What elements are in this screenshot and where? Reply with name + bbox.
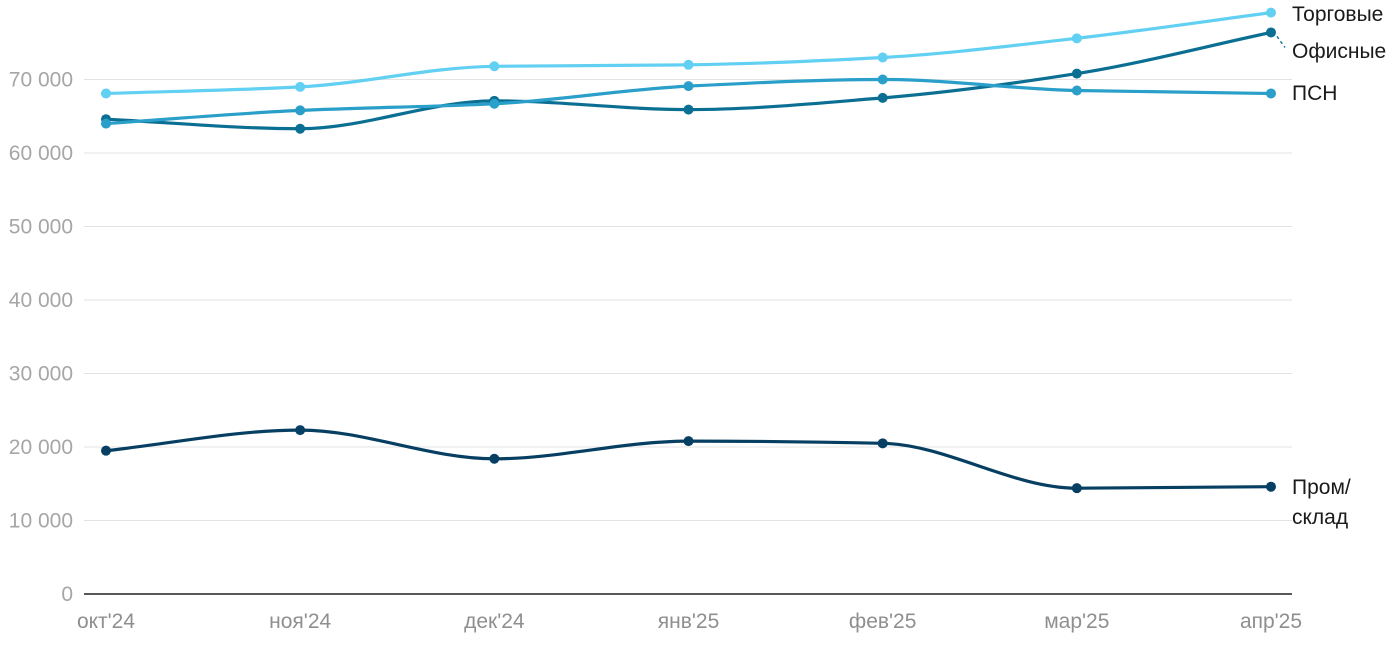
- series-label-line: ПСН: [1292, 82, 1337, 105]
- x-tick-label: ноя'24: [269, 610, 331, 633]
- data-point-prom: [1266, 481, 1276, 492]
- x-tick-label: окт'24: [77, 610, 135, 633]
- data-point-ofisnye: [295, 123, 306, 134]
- y-tick-label: 10 000: [9, 510, 73, 533]
- x-tick-label: дек'24: [464, 610, 525, 633]
- data-point-psn: [1266, 88, 1276, 99]
- y-tick-label: 40 000: [9, 289, 73, 312]
- y-tick-label: 70 000: [9, 69, 73, 92]
- data-point-torgovye: [101, 88, 111, 99]
- y-tick-label: 20 000: [9, 436, 73, 459]
- series-label-line: Пром/: [1292, 476, 1351, 499]
- data-point-torgovye: [877, 52, 888, 63]
- data-point-torgovye: [295, 81, 306, 92]
- y-tick-label: 0: [61, 583, 73, 606]
- series-label-prom: Пром/склад: [1292, 476, 1351, 529]
- y-axis-tick-labels: 0 10 000 20 000 30 000 40 000 50 000 60 000 70 …: [9, 69, 73, 607]
- series-label-torgovye: Торговые: [1292, 3, 1383, 26]
- series-labels: Торговые Офисные ПСН Пром/склад: [1276, 3, 1386, 529]
- data-point-psn: [101, 118, 111, 129]
- data-point-prom: [101, 445, 111, 456]
- x-tick-label: янв'25: [658, 610, 720, 633]
- data-point-prom: [489, 453, 500, 464]
- data-point-psn: [683, 81, 694, 92]
- x-axis-tick-labels: окт'24 ноя'24 дек'24 янв'25 фев'25 мар'25 апр'…: [77, 610, 1302, 633]
- y-tick-label: 50 000: [9, 216, 73, 239]
- grid-lines: [84, 79, 1292, 595]
- data-point-prom: [877, 438, 888, 449]
- series-label-ofisnye: Офисные: [1292, 40, 1386, 63]
- x-tick-label: фев'25: [849, 610, 916, 633]
- series-label-psn: ПСН: [1292, 82, 1337, 105]
- series-label-line: Офисные: [1292, 40, 1386, 63]
- series-label-line: Торговые: [1292, 3, 1383, 26]
- data-point-psn: [295, 105, 306, 116]
- series-label-line: склад: [1292, 506, 1348, 529]
- x-tick-label: апр'25: [1240, 610, 1302, 633]
- data-point-psn: [877, 74, 888, 85]
- data-point-torgovye: [489, 61, 500, 72]
- y-tick-label: 60 000: [9, 142, 73, 165]
- data-point-ofisnye: [683, 104, 694, 115]
- data-point-prom: [295, 425, 306, 436]
- y-tick-label: 30 000: [9, 363, 73, 386]
- series-points: [101, 7, 1276, 494]
- data-point-ofisnye: [1266, 27, 1276, 38]
- data-point-torgovye: [1071, 33, 1082, 44]
- data-point-psn: [489, 98, 500, 109]
- data-point-ofisnye: [877, 92, 888, 103]
- data-point-prom: [683, 436, 694, 447]
- data-point-torgovye: [683, 59, 694, 70]
- x-tick-label: мар'25: [1044, 610, 1109, 633]
- label-leader-ofisnye: [1276, 36, 1286, 48]
- data-point-psn: [1071, 85, 1082, 96]
- data-point-ofisnye: [1071, 68, 1082, 79]
- data-point-prom: [1071, 483, 1082, 494]
- data-point-torgovye: [1266, 7, 1276, 18]
